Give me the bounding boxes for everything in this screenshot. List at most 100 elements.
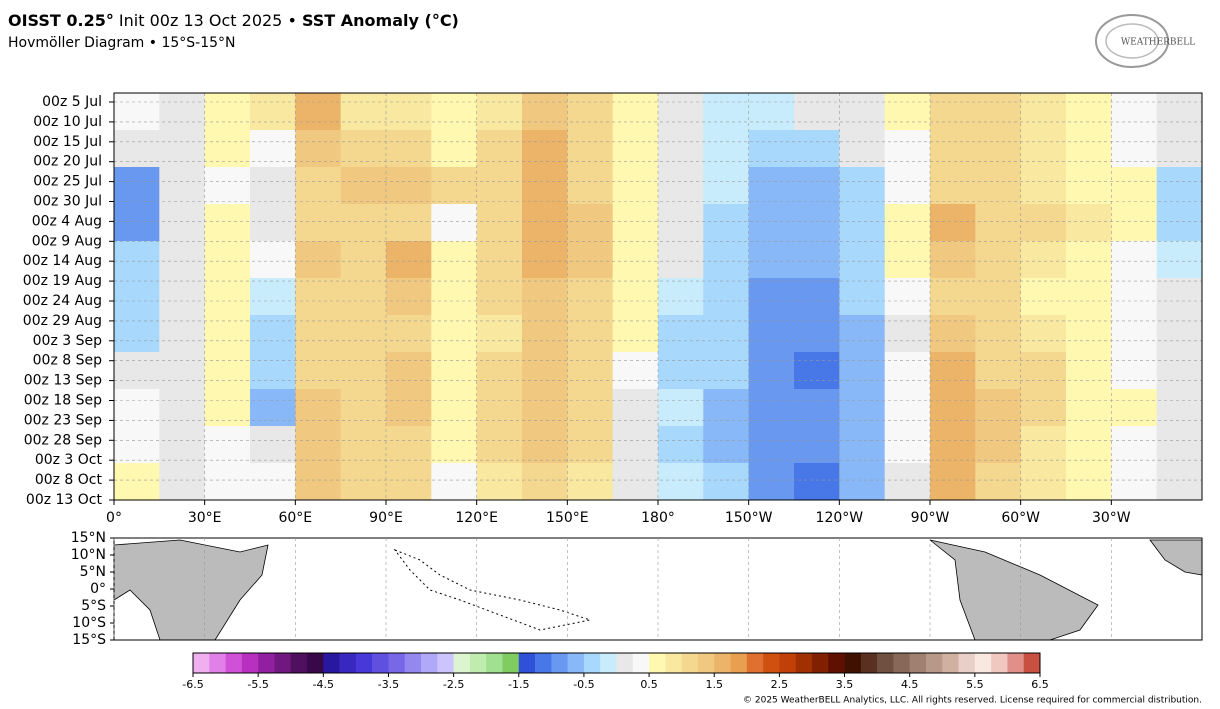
heat-cell	[522, 204, 568, 242]
heat-cell	[748, 315, 795, 353]
heat-cell	[839, 389, 886, 427]
colorbar-tick-label: -4.5	[313, 678, 334, 691]
x-tick-label: 0°	[106, 510, 122, 526]
heat-cell	[567, 463, 614, 501]
colorbar-swatch	[991, 653, 1008, 673]
heat-cell	[114, 130, 160, 168]
heat-cell	[748, 167, 795, 205]
logo-text: WEATHERBELL	[1121, 38, 1195, 48]
x-tick-label: 150°W	[725, 510, 773, 526]
colorbar-tick-label: 0.5	[640, 678, 658, 691]
heat-cell	[658, 426, 704, 464]
heat-cell	[1020, 167, 1067, 205]
heat-cell	[1066, 167, 1112, 205]
y-tick-label: 00z 23 Sep	[24, 412, 102, 428]
heat-cell	[567, 204, 614, 242]
heat-cell	[1066, 278, 1112, 316]
heat-cell	[295, 130, 342, 168]
heat-cell	[114, 93, 160, 131]
heat-cell	[340, 389, 387, 427]
heat-cell	[930, 241, 976, 279]
heat-cell	[794, 93, 840, 131]
y-tick-label: 00z 9 Aug	[32, 233, 102, 249]
heat-cell	[386, 204, 432, 242]
heat-cell	[1020, 389, 1067, 427]
heat-cell	[476, 241, 523, 279]
heat-cell	[522, 278, 568, 316]
heat-cell	[975, 241, 1022, 279]
heat-cell	[884, 463, 931, 501]
heat-cell	[204, 426, 251, 464]
map-y-tick-label: 5°S	[81, 598, 106, 614]
y-tick-label: 00z 8 Oct	[35, 472, 103, 488]
colorbar-swatch	[209, 653, 226, 673]
heat-cell	[386, 426, 432, 464]
colorbar-swatch	[193, 653, 210, 673]
heat-cell	[295, 93, 342, 131]
heat-cell	[431, 130, 478, 168]
colorbar-tick-label: -1.5	[508, 678, 529, 691]
y-tick-label: 00z 14 Aug	[23, 253, 102, 269]
heat-cell	[1156, 389, 1203, 427]
heat-cell	[839, 426, 886, 464]
heat-cell	[658, 167, 704, 205]
heat-cell	[386, 463, 432, 501]
heat-cell	[386, 278, 432, 316]
heat-cell	[340, 352, 387, 390]
heat-cell	[250, 389, 296, 427]
heat-cell	[567, 167, 614, 205]
y-tick-label: 00z 10 Jul	[33, 114, 102, 130]
heat-cell	[703, 426, 750, 464]
heat-cell	[114, 167, 160, 205]
colorbar-swatch	[893, 653, 910, 673]
heat-cell	[884, 241, 931, 279]
colorbar-tick-label: -2.5	[443, 678, 464, 691]
heat-cell	[612, 130, 659, 168]
colorbar-swatch	[404, 653, 422, 673]
heat-cell	[340, 204, 387, 242]
x-tick-label: 120°E	[455, 510, 498, 526]
heat-cell	[567, 93, 614, 131]
colorbar-swatch	[323, 653, 340, 673]
y-tick-label: 00z 3 Oct	[35, 452, 103, 468]
heat-cell	[250, 93, 296, 131]
heat-cell	[340, 241, 387, 279]
colorbar: -6.5 -5.5 -4.5 -3.5 -2.5 -1.5 -0.5 0.5 1.5 2.5 3.5…	[182, 652, 1049, 691]
heat-cell	[1066, 204, 1112, 242]
colorbar-swatch	[453, 653, 471, 673]
heat-cell	[159, 315, 206, 353]
heat-cell	[748, 241, 795, 279]
land-south-america	[929, 539, 1099, 641]
heat-cell	[431, 204, 478, 242]
heat-cell	[839, 204, 886, 242]
y-tick-label: 00z 13 Oct	[26, 492, 103, 508]
heat-cell	[975, 167, 1022, 205]
heat-cell	[567, 352, 614, 390]
heat-cell	[1156, 278, 1203, 316]
heat-cell	[1020, 315, 1067, 353]
x-tick-label: 90°E	[369, 510, 403, 526]
heat-cell	[204, 241, 251, 279]
heat-cell	[204, 463, 251, 501]
heat-cell	[839, 352, 886, 390]
heat-cell	[975, 278, 1022, 316]
colorbar-swatch	[600, 653, 617, 673]
heat-cell	[658, 463, 704, 501]
colorbar-tick-label: 6.5	[1031, 678, 1049, 691]
heat-cell	[794, 389, 840, 427]
colorbar-tick-label: -6.5	[182, 678, 203, 691]
heat-cell	[612, 315, 659, 353]
heat-cell	[522, 389, 568, 427]
heat-cell	[884, 130, 931, 168]
heat-cell	[1111, 389, 1158, 427]
heat-cell	[1066, 315, 1112, 353]
heat-cell	[1111, 130, 1158, 168]
y-tick-label: 00z 5 Jul	[42, 94, 102, 110]
heat-cell	[612, 426, 659, 464]
heat-cell	[658, 389, 704, 427]
heat-cell	[612, 93, 659, 131]
colorbar-tick-label: 1.5	[705, 678, 723, 691]
land-africa	[113, 539, 269, 641]
heat-cell	[794, 130, 840, 168]
